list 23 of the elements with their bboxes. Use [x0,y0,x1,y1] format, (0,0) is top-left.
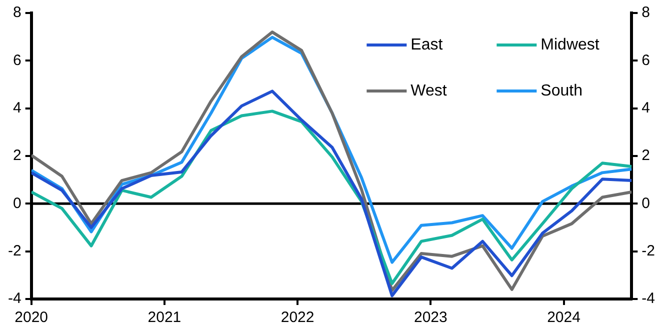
y-tick-label: 6 [12,52,22,69]
y2-tick-label: 6 [642,52,650,69]
x-tick-label: 2021 [148,309,182,326]
y2-tick-label: -2 [642,242,656,260]
y-tick-label: 0 [12,194,22,212]
y-tick-label: 4 [12,99,22,116]
x-tick-label: 2024 [547,309,580,326]
y-tick-label: -2 [8,242,22,260]
legend-label: East [410,36,444,54]
y2-tick-label: -4 [642,290,656,308]
y2-tick-label: 2 [642,147,650,164]
x-tick-label: 2020 [14,309,48,326]
x-tick-label: 2023 [414,309,448,326]
legend-label: South [540,82,582,100]
legend-label: Midwest [540,36,600,54]
x-tick-label: 2022 [280,309,314,326]
legend-label: West [410,82,448,100]
y-tick-label: 2 [12,147,22,164]
y2-tick-label: 8 [642,4,650,22]
y-tick-label: -4 [8,290,22,308]
y2-tick-label: 4 [642,99,650,116]
y-tick-label: 8 [12,4,22,22]
y2-tick-label: 0 [642,194,650,212]
